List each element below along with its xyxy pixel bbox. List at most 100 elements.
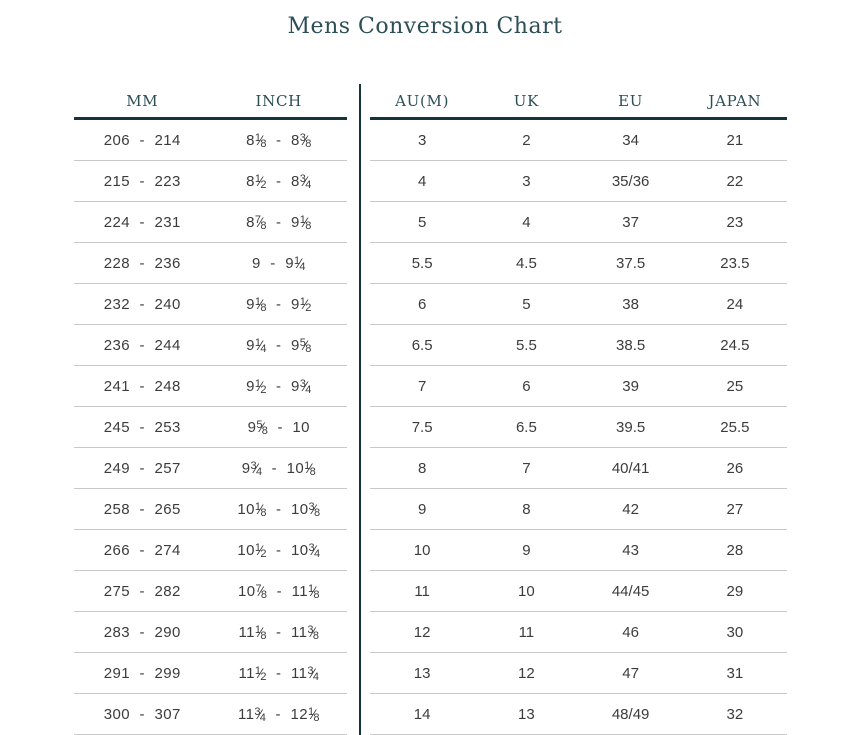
conversion-table: MM INCH 206 - 214 81⁄8 - 83⁄8 215 - 223 81⁄… [74, 84, 850, 735]
mm-range-cell: 232 - 240 [103, 295, 181, 313]
eu-size-cell: 37.5 [616, 254, 646, 272]
left-table-header: MM INCH [74, 84, 347, 120]
table-row: 249 - 257 93⁄4 - 101⁄8 [74, 448, 347, 489]
table-row: 6 5 38 24 [370, 284, 787, 325]
mm-range-cell: 266 - 274 [103, 541, 181, 559]
uk-size-cell: 13 [518, 705, 535, 723]
eu-size-cell: 35/36 [611, 172, 650, 190]
uk-size-cell: 6 [522, 377, 531, 395]
column-header-au: AU(M) [395, 91, 450, 110]
eu-size-cell: 48/49 [611, 705, 650, 723]
mm-range-cell: 241 - 248 [103, 377, 181, 395]
japan-size-cell: 32 [726, 705, 744, 723]
uk-size-cell: 3 [522, 172, 531, 190]
eu-size-cell: 34 [622, 131, 639, 149]
inch-range-cell: 81⁄2 - 83⁄4 [246, 172, 312, 191]
table-row: 7.5 6.5 39.5 25.5 [370, 407, 787, 448]
inch-range-cell: 91⁄8 - 91⁄2 [246, 295, 312, 314]
table-row: 300 - 307 113⁄4 - 121⁄8 [74, 694, 347, 735]
uk-size-cell: 7 [522, 459, 531, 477]
au-size-cell: 7 [417, 377, 427, 395]
uk-size-cell: 5 [522, 295, 531, 313]
mm-range-cell: 291 - 299 [103, 664, 181, 682]
au-size-cell: 8 [417, 459, 427, 477]
inch-range-cell: 91⁄2 - 93⁄4 [246, 377, 312, 396]
japan-size-cell: 24 [726, 295, 744, 313]
eu-size-cell: 38.5 [616, 336, 646, 354]
eu-size-cell: 38 [622, 295, 639, 313]
eu-size-cell: 46 [622, 623, 639, 641]
mm-range-cell: 215 - 223 [103, 172, 181, 190]
table-row: 266 - 274 101⁄2 - 103⁄4 [74, 530, 347, 571]
right-table-header: AU(M) UK EU JAPAN [370, 84, 787, 120]
uk-size-cell: 11 [518, 623, 535, 641]
japan-size-cell: 21 [726, 131, 744, 149]
table-row: 4 3 35/36 22 [370, 161, 787, 202]
mm-range-cell: 236 - 244 [103, 336, 181, 354]
table-row: 224 - 231 87⁄8 - 91⁄8 [74, 202, 347, 243]
japan-size-cell: 22 [726, 172, 744, 190]
mm-inch-table: MM INCH 206 - 214 81⁄8 - 83⁄8 215 - 223 81⁄… [74, 84, 347, 735]
japan-size-cell: 23.5 [720, 254, 750, 272]
japan-size-cell: 29 [726, 582, 744, 600]
mm-range-cell: 206 - 214 [103, 131, 181, 149]
eu-size-cell: 44/45 [611, 582, 650, 600]
table-row: 8 7 40/41 26 [370, 448, 787, 489]
inch-range-cell: 101⁄8 - 103⁄8 [237, 500, 321, 519]
table-row: 291 - 299 111⁄2 - 113⁄4 [74, 653, 347, 694]
au-size-cell: 5 [417, 213, 427, 231]
uk-size-cell: 2 [522, 131, 531, 149]
inch-range-cell: 107⁄8 - 111⁄8 [237, 582, 320, 601]
table-row: 206 - 214 81⁄8 - 83⁄8 [74, 120, 347, 161]
table-row: 236 - 244 91⁄4 - 95⁄8 [74, 325, 347, 366]
table-row: 3 2 34 21 [370, 120, 787, 161]
column-header-eu: EU [618, 91, 644, 110]
vertical-divider [359, 84, 361, 735]
uk-size-cell: 9 [522, 541, 531, 559]
table-row: 10 9 43 28 [370, 530, 787, 571]
table-row: 258 - 265 101⁄8 - 103⁄8 [74, 489, 347, 530]
eu-size-cell: 43 [622, 541, 639, 559]
japan-size-cell: 28 [726, 541, 744, 559]
inch-range-cell: 81⁄8 - 83⁄8 [246, 131, 312, 150]
table-row: 9 8 42 27 [370, 489, 787, 530]
japan-size-cell: 30 [726, 623, 744, 641]
eu-size-cell: 47 [622, 664, 639, 682]
inch-range-cell: 87⁄8 - 91⁄8 [246, 213, 312, 232]
eu-size-cell: 39.5 [616, 418, 646, 436]
au-size-cell: 12 [413, 623, 431, 641]
au-size-cell: 6 [417, 295, 427, 313]
inch-range-cell: 113⁄4 - 121⁄8 [237, 705, 320, 724]
japan-size-cell: 23 [726, 213, 744, 231]
page-title: Mens Conversion Chart [287, 14, 563, 39]
mm-range-cell: 224 - 231 [103, 213, 181, 231]
table-row: 14 13 48/49 32 [370, 694, 787, 735]
au-size-cell: 10 [413, 541, 431, 559]
inch-range-cell: 111⁄2 - 113⁄4 [238, 664, 319, 683]
mm-range-cell: 275 - 282 [103, 582, 181, 600]
table-row: 245 - 253 95⁄8 - 10 [74, 407, 347, 448]
table-row: 5.5 4.5 37.5 23.5 [370, 243, 787, 284]
uk-size-cell: 4 [522, 213, 531, 231]
inch-range-cell: 91⁄4 - 95⁄8 [246, 336, 312, 355]
uk-size-cell: 12 [518, 664, 535, 682]
japan-size-cell: 31 [726, 664, 744, 682]
eu-size-cell: 39 [622, 377, 639, 395]
au-size-cell: 4 [417, 172, 427, 190]
au-size-cell: 5.5 [411, 254, 433, 272]
au-size-cell: 6.5 [411, 336, 433, 354]
mm-range-cell: 228 - 236 [103, 254, 181, 272]
uk-size-cell: 6.5 [515, 418, 537, 436]
au-size-cell: 13 [413, 664, 431, 682]
table-row: 283 - 290 111⁄8 - 113⁄8 [74, 612, 347, 653]
inch-range-cell: 95⁄8 - 10 [247, 418, 310, 437]
au-size-cell: 3 [417, 131, 427, 149]
table-row: 6.5 5.5 38.5 24.5 [370, 325, 787, 366]
inch-range-cell: 93⁄4 - 101⁄8 [241, 459, 316, 478]
au-size-cell: 7.5 [411, 418, 433, 436]
inch-range-cell: 111⁄8 - 113⁄8 [238, 623, 319, 642]
uk-size-cell: 5.5 [515, 336, 537, 354]
mm-range-cell: 283 - 290 [103, 623, 181, 641]
mm-range-cell: 249 - 257 [103, 459, 181, 477]
table-row: 13 12 47 31 [370, 653, 787, 694]
